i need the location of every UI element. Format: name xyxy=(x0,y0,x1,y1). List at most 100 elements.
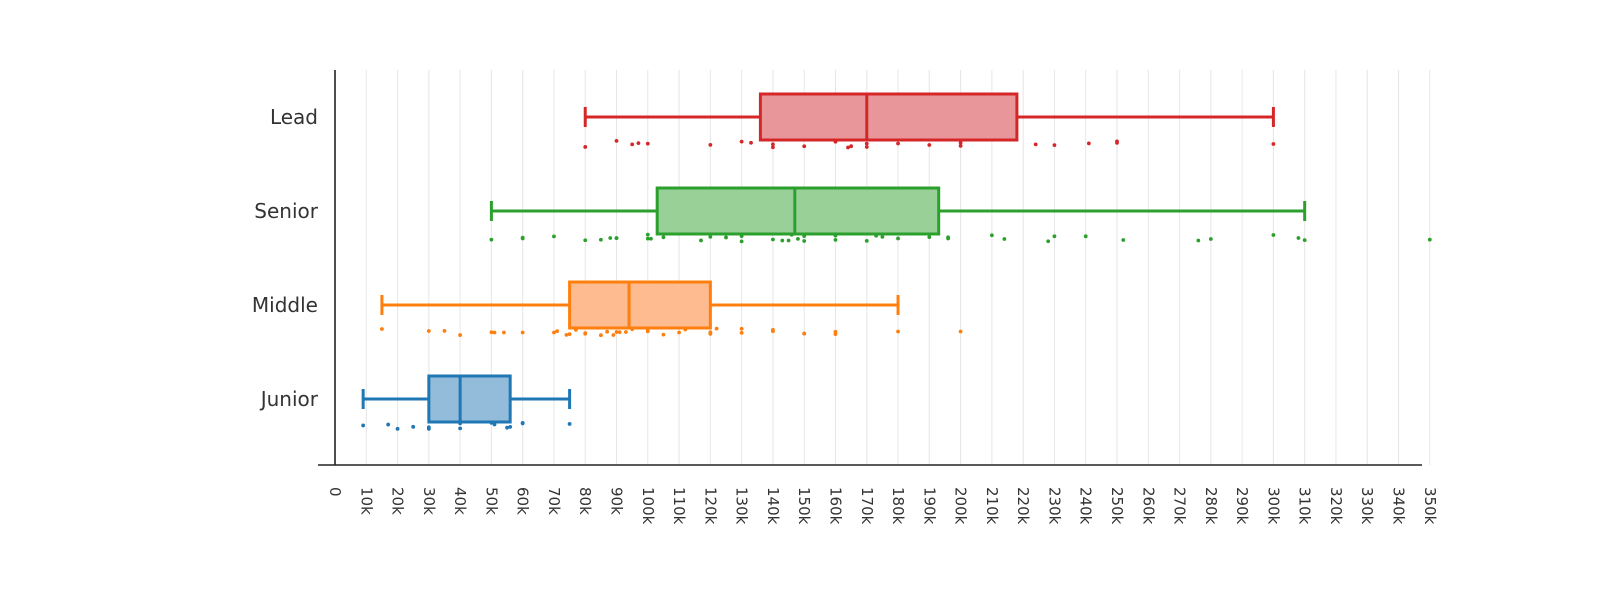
iqr-box-junior xyxy=(427,374,512,424)
point-lead xyxy=(636,141,641,146)
x-tick-label-170k: 170k xyxy=(858,487,876,525)
x-tick-label-40k: 40k xyxy=(451,487,469,515)
x-tick-label-280k: 280k xyxy=(1202,487,1220,525)
category-label-senior: Senior xyxy=(254,199,318,223)
x-tick-label-150k: 150k xyxy=(795,487,813,525)
point-middle xyxy=(458,333,463,337)
x-tick-label-260k: 260k xyxy=(1139,487,1157,525)
box-lead xyxy=(583,92,1275,142)
point-middle xyxy=(802,331,807,336)
point-lead xyxy=(1086,141,1091,146)
point-senior xyxy=(1208,237,1213,241)
point-middle xyxy=(708,331,713,336)
point-senior xyxy=(489,237,494,242)
point-senior xyxy=(946,236,950,241)
point-senior xyxy=(645,236,650,241)
point-senior xyxy=(786,238,791,243)
point-senior xyxy=(896,236,900,241)
x-tick-label-30k: 30k xyxy=(420,487,438,515)
iqr-box-middle xyxy=(568,280,712,330)
point-middle xyxy=(739,331,744,335)
x-tick-label-270k: 270k xyxy=(1171,487,1189,525)
x-tick-label-110k: 110k xyxy=(670,487,688,525)
point-lead xyxy=(958,140,963,145)
x-tick-label-50k: 50k xyxy=(482,487,500,515)
x-tick-label-120k: 120k xyxy=(701,487,719,525)
point-lead xyxy=(846,145,850,150)
point-lead xyxy=(749,140,753,145)
point-junior xyxy=(492,422,497,427)
x-tick-label-230k: 230k xyxy=(1045,487,1063,525)
point-middle xyxy=(958,329,963,334)
x-tick-label-140k: 140k xyxy=(764,487,782,525)
point-senior xyxy=(724,235,728,240)
x-tick-label-130k: 130k xyxy=(733,487,751,525)
point-junior xyxy=(411,424,416,429)
point-senior xyxy=(927,235,932,239)
point-junior xyxy=(361,423,366,428)
point-senior xyxy=(796,236,800,241)
x-tick-label-60k: 60k xyxy=(514,487,532,515)
point-middle xyxy=(552,330,556,335)
category-label-middle: Middle xyxy=(252,293,318,317)
point-middle xyxy=(645,329,650,334)
x-tick-label-80k: 80k xyxy=(576,487,594,515)
point-senior xyxy=(1296,236,1301,240)
point-middle xyxy=(714,326,719,331)
point-senior xyxy=(802,239,807,243)
x-tick-label-240k: 240k xyxy=(1077,487,1095,525)
point-middle xyxy=(555,329,559,334)
point-senior xyxy=(699,238,703,243)
point-senior xyxy=(1002,237,1007,241)
point-middle xyxy=(677,330,681,335)
point-middle xyxy=(833,329,838,334)
point-senior xyxy=(1121,238,1126,242)
point-senior xyxy=(1302,238,1307,243)
iqr-box-senior xyxy=(655,186,941,236)
x-tick-label-250k: 250k xyxy=(1108,487,1126,525)
point-senior xyxy=(833,237,838,242)
point-middle xyxy=(739,326,744,331)
x-tick-label-100k: 100k xyxy=(639,487,657,525)
box-junior xyxy=(361,374,572,424)
x-tick-label-320k: 320k xyxy=(1327,487,1345,525)
grid-lines xyxy=(365,70,1431,465)
point-lead xyxy=(645,141,650,146)
point-middle xyxy=(502,330,506,335)
point-middle xyxy=(426,329,431,333)
point-middle xyxy=(617,330,622,335)
point-lead xyxy=(708,142,713,147)
point-middle xyxy=(489,330,494,335)
box-plots xyxy=(361,92,1307,424)
point-senior xyxy=(1052,234,1057,239)
point-senior xyxy=(989,233,994,238)
point-lead xyxy=(739,139,744,144)
point-lead xyxy=(583,145,588,149)
point-senior xyxy=(1427,237,1432,242)
point-senior xyxy=(520,235,525,240)
point-lead xyxy=(1052,143,1057,148)
point-lead xyxy=(771,145,775,150)
point-senior xyxy=(1046,239,1051,244)
point-senior xyxy=(864,238,869,243)
point-middle xyxy=(380,327,384,331)
point-senior xyxy=(771,237,775,242)
point-senior xyxy=(608,236,613,240)
x-tick-label-300k: 300k xyxy=(1264,487,1282,525)
point-junior xyxy=(426,425,431,430)
point-junior xyxy=(395,426,400,431)
point-middle xyxy=(896,329,900,334)
point-lead xyxy=(1115,140,1119,145)
iqr-box-lead xyxy=(758,92,1019,142)
x-tick-label-20k: 20k xyxy=(389,487,407,515)
point-senior xyxy=(598,237,603,242)
x-tick-label-350k: 350k xyxy=(1421,487,1439,525)
point-middle xyxy=(598,333,603,338)
x-tick-label-340k: 340k xyxy=(1390,487,1408,525)
box-middle xyxy=(380,280,900,330)
point-lead xyxy=(771,142,775,147)
point-middle xyxy=(771,327,775,332)
x-tick-label-290k: 290k xyxy=(1233,487,1251,525)
x-axis-tick-labels: 0 10k 20k 30k 40k 50k 60k 70k 80k 90k 100k 110k 120k… xyxy=(326,487,1439,525)
point-lead xyxy=(958,143,963,148)
